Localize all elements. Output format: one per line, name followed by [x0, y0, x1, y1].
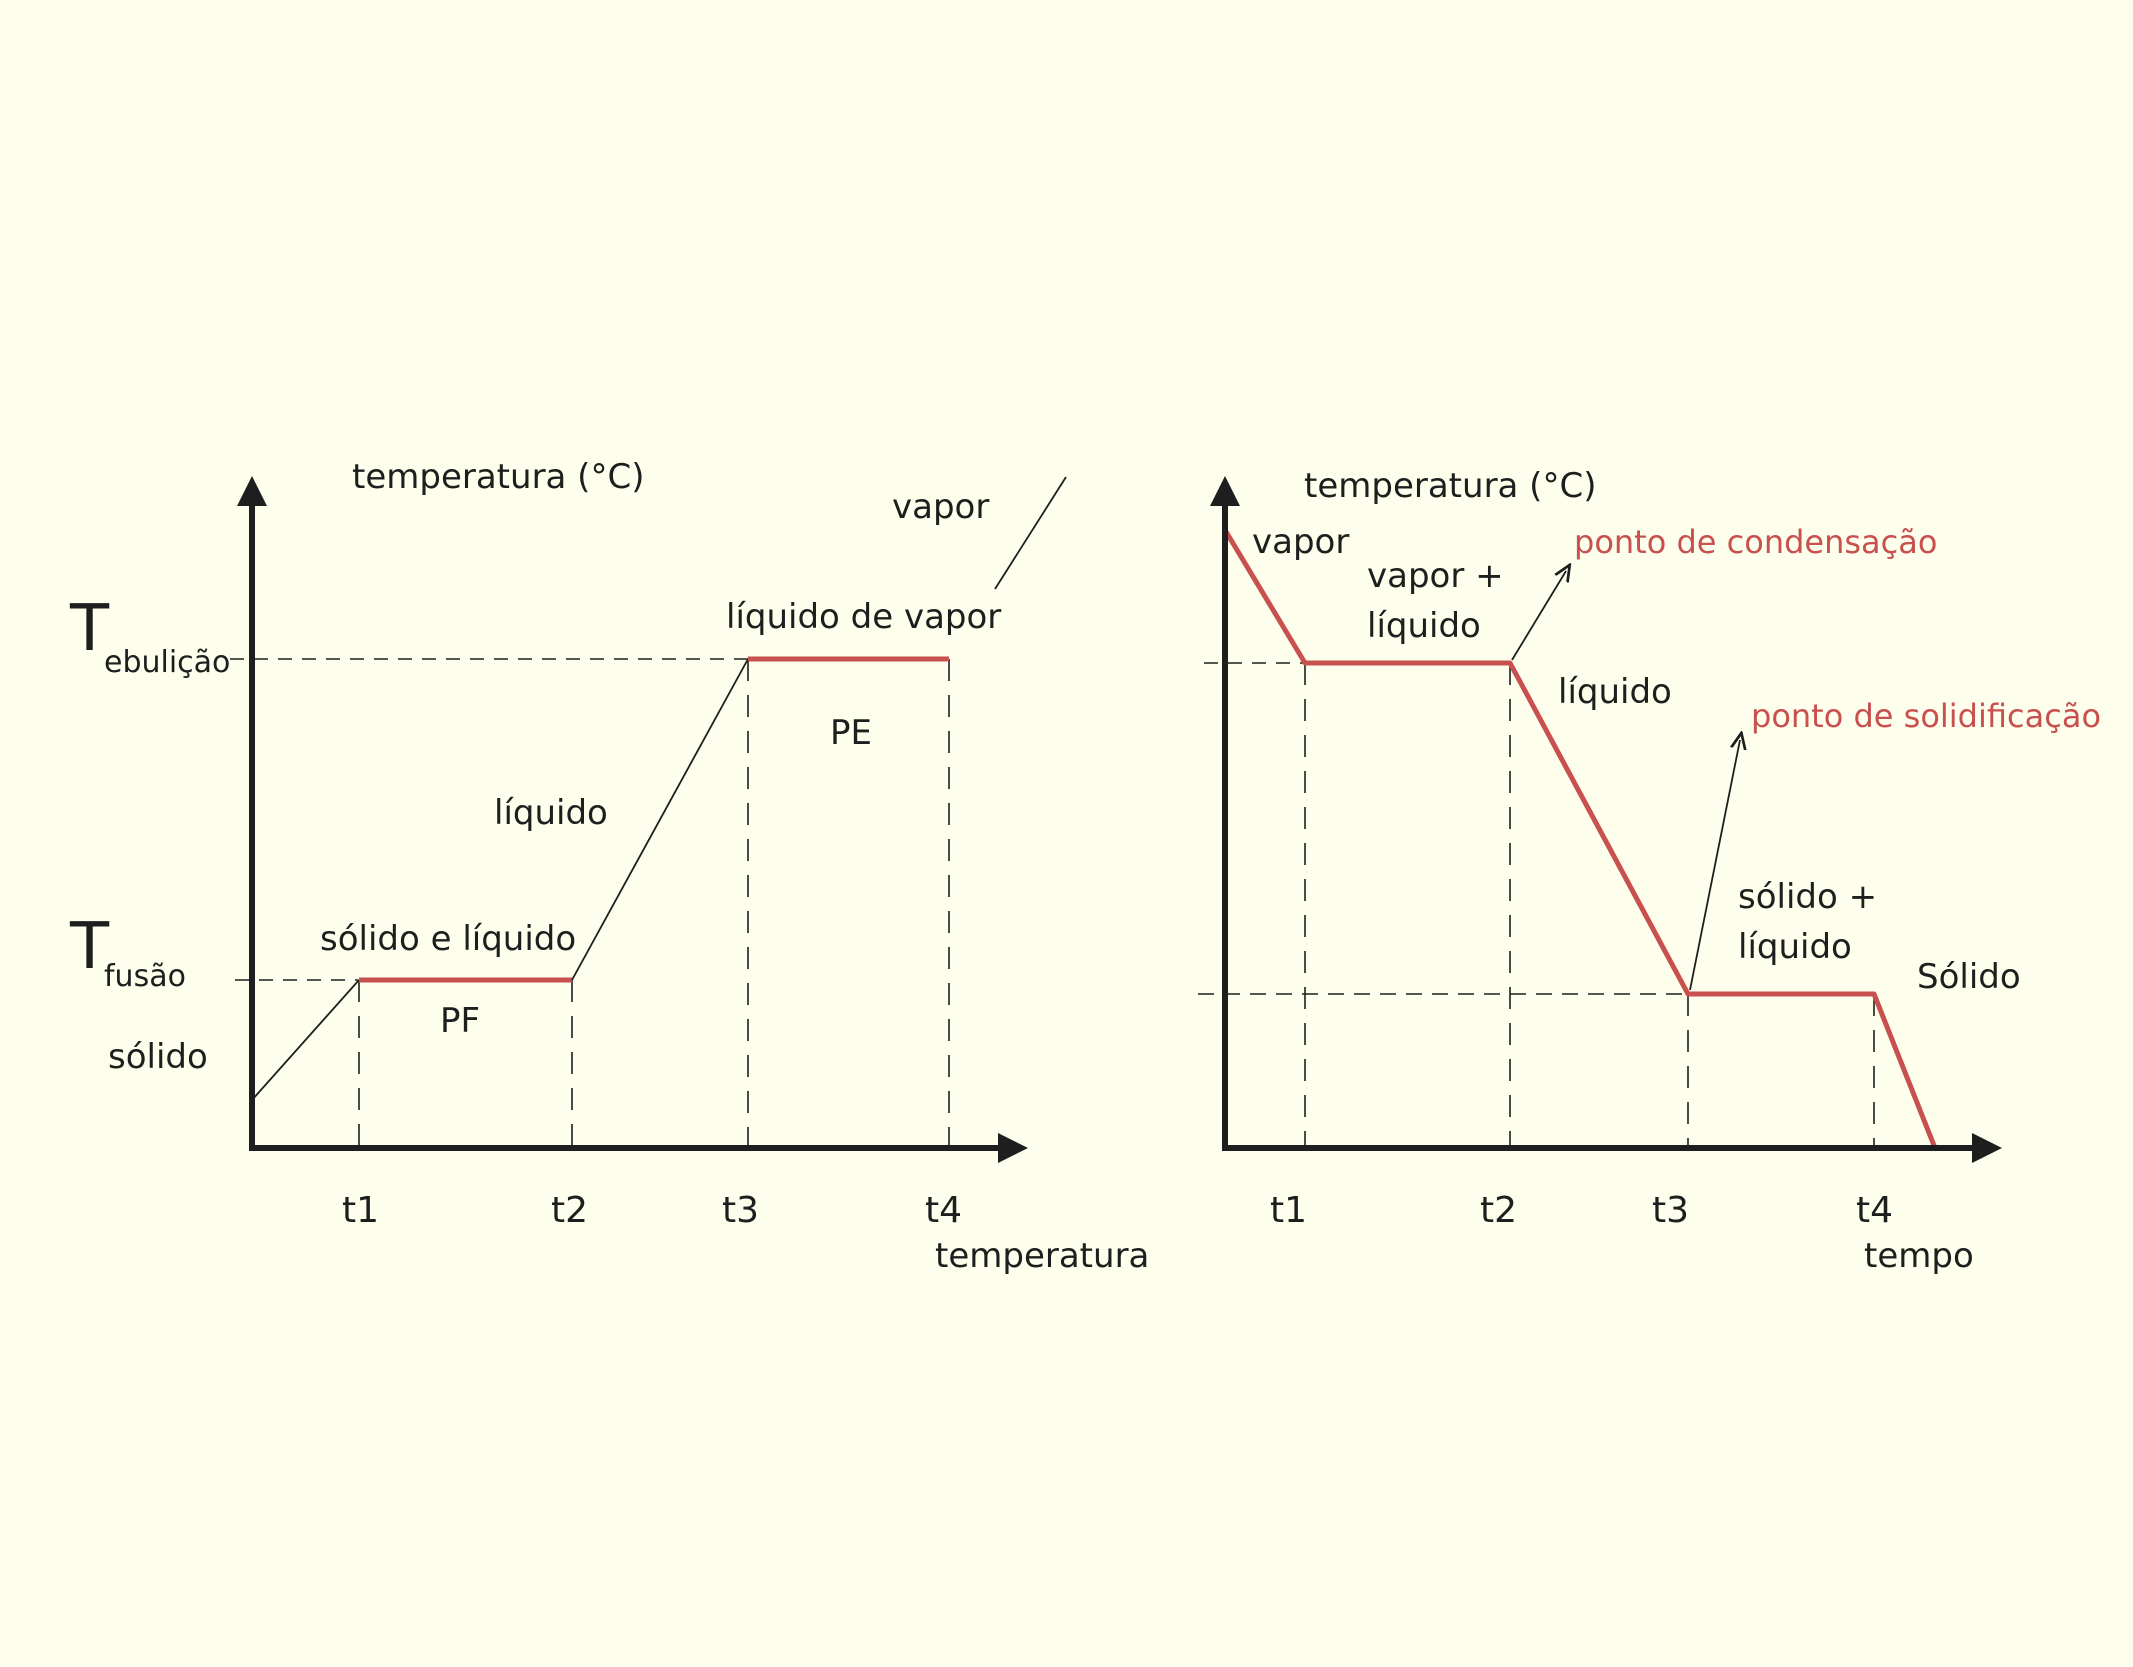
- x-tick-t2: t2: [551, 1190, 588, 1231]
- x-tick-t3: t3: [722, 1190, 759, 1231]
- label-vapor: vapor: [1252, 522, 1349, 562]
- label-vapor: vapor: [892, 487, 989, 527]
- fusion-temperature-symbol: T: [69, 910, 110, 984]
- label-solid-liquid-line1: sólido +: [1738, 877, 1877, 917]
- label-pf: PF: [440, 1001, 480, 1041]
- cooling-curve: [1222, 528, 1938, 1149]
- x-axis-arrowhead: [1972, 1133, 2002, 1163]
- y-axis-arrowhead: [237, 476, 267, 506]
- x-tick-t2: t2: [1480, 1190, 1517, 1231]
- x-tick-t4: t4: [1856, 1190, 1893, 1231]
- x-tick-t4: t4: [925, 1190, 962, 1231]
- label-liquid-vapor: líquido de vapor: [726, 597, 1001, 637]
- x-axis-label: temperatura: [935, 1236, 1149, 1276]
- solidification-pointer: [1689, 740, 1740, 991]
- annotation-condensation-point: ponto de condensação: [1574, 523, 1937, 561]
- boiling-temperature-subscript: ebulição: [104, 645, 230, 680]
- label-liquid: líquido: [494, 793, 608, 833]
- heating-vapor-segment: [994, 476, 1067, 590]
- label-pe: PE: [830, 713, 872, 753]
- label-solid: Sólido: [1917, 957, 2021, 997]
- y-axis-label: temperatura (°C): [352, 457, 644, 497]
- x-tick-t3: t3: [1652, 1190, 1689, 1231]
- x-axis-arrowhead: [998, 1133, 1028, 1163]
- condensation-pointer: [1511, 571, 1566, 661]
- x-tick-t1: t1: [342, 1190, 379, 1231]
- y-axis-arrowhead: [1210, 476, 1240, 506]
- y-axis-label: temperatura (°C): [1304, 466, 1596, 506]
- cooling-chart: temperatura (°C) tempo t1 t2 t3 t4 vapor…: [1198, 466, 2101, 1276]
- label-solid-liquid: sólido e líquido: [320, 919, 576, 959]
- boiling-temperature-symbol: T: [69, 592, 110, 666]
- annotation-solidification-point: ponto de solidificação: [1751, 697, 2101, 735]
- label-vapor-liquid-line1: vapor +: [1367, 556, 1504, 596]
- label-solid-liquid-line2: líquido: [1738, 927, 1852, 967]
- label-vapor-liquid-line2: líquido: [1367, 606, 1481, 646]
- heating-solid-segment: [251, 979, 360, 1101]
- x-tick-t1: t1: [1270, 1190, 1307, 1231]
- heating-liquid-segment: [571, 658, 749, 981]
- label-liquid: líquido: [1558, 672, 1672, 712]
- fusion-temperature-subscript: fusão: [104, 959, 186, 994]
- x-axis-label: tempo: [1864, 1236, 1974, 1276]
- heating-chart: temperatura (°C) temperatura t1 t2 t3 t4…: [69, 457, 1149, 1276]
- label-solid: sólido: [108, 1037, 208, 1077]
